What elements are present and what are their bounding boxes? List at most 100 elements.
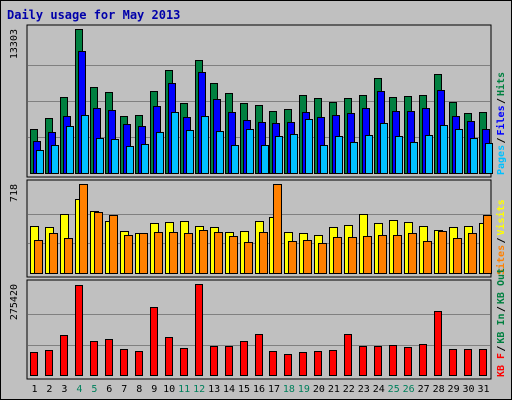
y-max-label-kbytes: 275420 <box>9 284 20 320</box>
x-tick-label-day-20: 20 <box>313 384 325 395</box>
bar-pages-day-2 <box>51 145 59 174</box>
x-tick-label-day-10: 10 <box>163 384 175 395</box>
x-tick-label-day-25: 25 <box>388 384 400 395</box>
x-tick-label-day-29: 29 <box>448 384 460 395</box>
legend-label-files: Files <box>495 105 507 135</box>
bar-kbytes-day-27 <box>419 344 427 376</box>
bar-pages-day-24 <box>380 123 388 174</box>
bar-pages-day-16 <box>261 145 269 174</box>
x-tick-label-day-21: 21 <box>328 384 340 395</box>
bar-sites-day-27 <box>423 241 432 274</box>
bar-sites-day-25 <box>393 235 402 274</box>
y-max-label-hits-files-pages: 13303 <box>9 29 20 59</box>
bar-kbytes-day-29 <box>449 349 457 376</box>
bar-kbytes-day-2 <box>45 350 53 376</box>
x-tick-label-day-8: 8 <box>136 384 142 395</box>
bar-sites-day-11 <box>184 233 193 274</box>
bar-sites-day-23 <box>363 236 372 274</box>
bar-pages-day-22 <box>350 142 358 174</box>
bar-kbytes-day-7 <box>120 349 128 376</box>
x-tick-label-day-4: 4 <box>76 384 82 395</box>
bar-kbytes-day-4 <box>75 285 83 376</box>
bar-pages-day-11 <box>186 130 194 174</box>
bar-sites-day-31 <box>483 215 492 274</box>
bar-kbytes-day-1 <box>30 352 38 376</box>
x-tick-label-day-1: 1 <box>31 384 37 395</box>
bar-pages-day-4 <box>81 115 89 174</box>
bar-kbytes-day-23 <box>359 346 367 376</box>
bar-sites-day-17 <box>273 184 282 274</box>
bar-sites-day-26 <box>408 233 417 274</box>
bar-kbytes-day-9 <box>150 307 158 376</box>
legend-separator: / <box>496 98 507 104</box>
legend-label-kb-f: KB F <box>496 353 507 377</box>
bar-sites-day-7 <box>124 235 133 274</box>
bar-pages-day-13 <box>216 131 224 174</box>
bar-kbytes-day-26 <box>404 347 412 376</box>
bar-pages-day-31 <box>485 143 493 174</box>
x-tick-label-day-17: 17 <box>268 384 280 395</box>
bar-pages-day-29 <box>455 129 463 174</box>
bar-kbytes-day-24 <box>374 346 382 376</box>
bar-pages-day-21 <box>335 136 343 174</box>
bar-pages-day-1 <box>36 150 44 174</box>
bar-sites-day-14 <box>229 236 238 274</box>
x-tick-label-day-24: 24 <box>373 384 385 395</box>
bar-pages-day-30 <box>470 138 478 174</box>
bar-sites-day-3 <box>64 238 73 274</box>
legend-label-kb-out: KB Out <box>496 268 507 304</box>
bar-sites-day-2 <box>49 233 58 274</box>
bar-kbytes-day-20 <box>314 351 322 376</box>
bar-kbytes-day-28 <box>434 311 442 376</box>
bar-pages-day-6 <box>111 139 119 174</box>
bar-sites-day-19 <box>303 240 312 274</box>
bar-sites-day-9 <box>154 232 163 274</box>
bar-pages-day-26 <box>410 142 418 174</box>
bar-kbytes-day-30 <box>464 349 472 376</box>
bar-kbytes-day-31 <box>479 349 487 376</box>
bar-pages-day-14 <box>231 145 239 174</box>
x-tick-label-day-18: 18 <box>283 384 295 395</box>
bar-pages-day-9 <box>156 132 164 174</box>
bar-sites-day-8 <box>139 233 148 274</box>
x-tick-label-day-28: 28 <box>433 384 445 395</box>
bar-sites-day-24 <box>378 235 387 274</box>
bar-pages-day-19 <box>305 119 313 174</box>
bar-sites-day-30 <box>468 233 477 274</box>
bar-sites-day-22 <box>348 237 357 274</box>
bar-sites-day-28 <box>438 231 447 274</box>
x-tick-label-day-9: 9 <box>151 384 157 395</box>
x-tick-label-day-3: 3 <box>61 384 67 395</box>
x-tick-label-day-15: 15 <box>238 384 250 395</box>
bar-kbytes-day-21 <box>329 350 337 376</box>
legend-label-pages: Pages <box>496 145 507 175</box>
legend-label-hits: Hits <box>495 72 507 96</box>
bar-sites-day-1 <box>34 240 43 274</box>
bar-sites-day-13 <box>214 232 223 274</box>
x-tick-label-day-16: 16 <box>253 384 265 395</box>
bar-sites-day-21 <box>333 237 342 274</box>
bar-sites-day-5 <box>94 212 103 274</box>
bar-kbytes-day-18 <box>284 354 292 376</box>
bar-pages-day-23 <box>365 135 373 174</box>
bar-pages-day-27 <box>425 135 433 174</box>
bar-kbytes-day-19 <box>299 352 307 376</box>
bar-kbytes-day-22 <box>344 334 352 376</box>
bar-sites-day-29 <box>453 238 462 274</box>
bar-pages-day-12 <box>201 116 209 174</box>
legend-separator: / <box>496 237 507 243</box>
legend-label-visits: Visits <box>495 199 507 235</box>
bar-pages-day-20 <box>320 145 328 174</box>
bar-pages-day-8 <box>141 144 149 174</box>
bar-pages-day-17 <box>275 136 283 174</box>
bar-sites-day-4 <box>79 184 88 274</box>
bar-pages-day-5 <box>96 138 104 174</box>
bar-kbytes-day-5 <box>90 341 98 376</box>
bar-sites-day-15 <box>244 242 253 274</box>
chart-title: Daily usage for May 2013 <box>7 8 181 22</box>
bar-pages-day-15 <box>246 129 254 174</box>
bar-pages-day-10 <box>171 112 179 174</box>
legend-separator: / <box>496 306 507 312</box>
bar-sites-day-18 <box>288 241 297 274</box>
bar-kbytes-day-3 <box>60 335 68 376</box>
